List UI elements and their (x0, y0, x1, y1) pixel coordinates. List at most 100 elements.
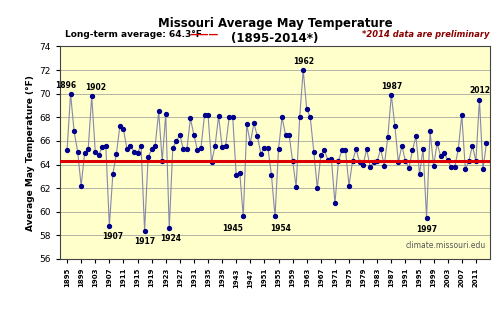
Point (274, 146, 282, 152)
Point (402, 158, 409, 164)
Point (408, 148, 416, 153)
Point (472, 158, 480, 164)
Point (151, 143, 159, 148)
Point (285, 132, 293, 138)
Point (95, 152, 103, 158)
Point (412, 133, 420, 139)
Point (388, 92, 396, 98)
Point (228, 115, 236, 120)
Point (419, 146, 427, 152)
Point (405, 165, 413, 171)
Point (310, 149, 318, 154)
Point (359, 162, 367, 167)
Point (430, 163, 438, 168)
Point (74, 149, 82, 154)
Point (120, 126, 128, 132)
Point (299, 67, 307, 73)
Point (462, 167, 469, 172)
Text: 1962: 1962 (292, 57, 314, 66)
Point (394, 159, 402, 165)
Point (214, 114, 222, 119)
Point (458, 112, 466, 118)
Point (317, 152, 325, 158)
Point (433, 141, 441, 146)
Point (384, 135, 392, 140)
Point (370, 159, 378, 165)
Point (398, 143, 406, 148)
Point (123, 146, 131, 152)
Point (320, 148, 328, 153)
Point (183, 146, 191, 152)
Text: 1997: 1997 (416, 225, 437, 234)
Point (468, 143, 476, 148)
Text: 1987: 1987 (380, 82, 402, 91)
Point (444, 157, 452, 162)
Point (268, 173, 276, 178)
Point (465, 158, 473, 164)
Point (243, 122, 251, 127)
Point (172, 138, 180, 143)
Point (116, 123, 124, 128)
Point (328, 156, 336, 161)
Point (264, 145, 272, 151)
Point (380, 163, 388, 168)
Point (331, 201, 339, 206)
Point (102, 143, 110, 148)
Point (80, 150, 88, 155)
Point (292, 184, 300, 190)
Point (373, 158, 381, 164)
Text: 1902: 1902 (84, 83, 105, 92)
Point (148, 146, 156, 152)
Text: 1917: 1917 (134, 236, 155, 246)
Point (112, 151, 120, 157)
Text: Long-term average: 64.3°F: Long-term average: 64.3°F (65, 30, 202, 40)
Point (84, 146, 92, 152)
Point (180, 146, 188, 152)
Point (376, 146, 384, 152)
Text: 1945: 1945 (222, 223, 243, 232)
Point (440, 150, 448, 155)
Point (225, 115, 233, 120)
Point (66, 91, 74, 96)
Point (200, 112, 208, 118)
Point (342, 148, 349, 153)
Point (362, 146, 370, 152)
Point (482, 141, 490, 146)
Point (162, 111, 170, 117)
Point (334, 158, 342, 164)
Point (454, 146, 462, 152)
Title: Missouri Average May Temperature
(1895-2014*): Missouri Average May Temperature (1895-2… (158, 17, 392, 45)
Point (282, 132, 290, 138)
Point (98, 144, 106, 149)
Point (218, 144, 226, 149)
Point (77, 183, 85, 189)
Point (436, 154, 444, 159)
Point (246, 141, 254, 146)
Text: 1954: 1954 (270, 223, 290, 232)
Point (176, 132, 184, 138)
Text: 1907: 1907 (102, 232, 124, 241)
Point (345, 183, 353, 189)
Point (302, 106, 310, 112)
Point (140, 228, 148, 233)
Point (236, 170, 244, 175)
Point (240, 214, 248, 219)
Point (426, 129, 434, 134)
Point (222, 143, 230, 148)
Point (479, 167, 487, 172)
Point (190, 132, 198, 138)
Point (144, 155, 152, 160)
Point (366, 164, 374, 170)
Point (451, 164, 459, 170)
Point (204, 112, 212, 118)
Y-axis label: Average May Temperature (°F): Average May Temperature (°F) (26, 75, 36, 231)
Text: climate.missouri.edu: climate.missouri.edu (406, 241, 485, 250)
Point (271, 214, 279, 219)
Point (166, 226, 173, 231)
Point (70, 129, 78, 134)
Point (257, 151, 265, 157)
Point (447, 164, 455, 170)
Point (186, 116, 194, 121)
Point (476, 97, 484, 102)
Point (126, 143, 134, 148)
